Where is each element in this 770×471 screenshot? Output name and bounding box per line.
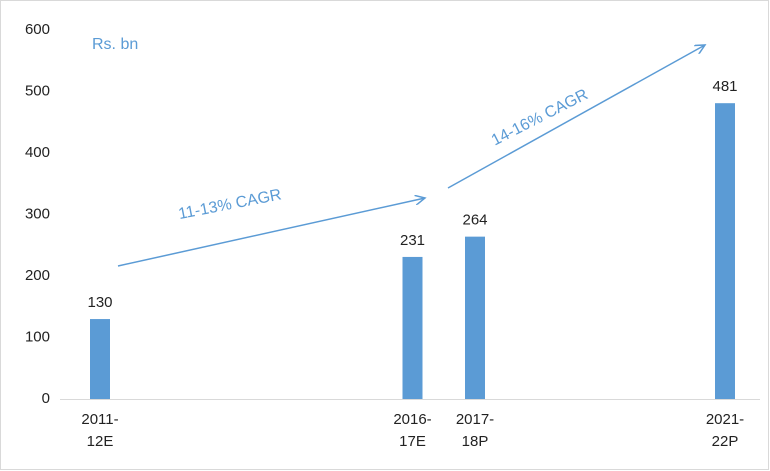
value-label: 481 [712, 78, 737, 95]
unit-label: Rs. bn [92, 36, 138, 53]
x-tick-label: 2016-17E [393, 411, 431, 450]
arrow [117, 198, 425, 267]
value-label: 231 [400, 232, 425, 249]
y-tick-label: 500 [25, 82, 50, 99]
value-label: 130 [87, 294, 112, 311]
y-tick-label: 200 [25, 267, 50, 284]
x-tick-label: 2017-18P [456, 411, 494, 450]
bar [90, 319, 110, 399]
y-tick-label: 400 [25, 144, 50, 161]
x-tick-label: 2021-22P [706, 411, 744, 450]
bar [715, 103, 735, 399]
y-tick-label: 100 [25, 328, 50, 345]
value-label: 264 [462, 212, 487, 229]
y-tick-label: 300 [25, 205, 50, 222]
arrow [447, 45, 705, 189]
y-tick-label: 0 [42, 390, 50, 407]
bar [465, 236, 485, 399]
x-tick-label: 2011-12E [81, 411, 118, 450]
bar [402, 256, 423, 399]
y-tick-label: 600 [25, 21, 50, 38]
